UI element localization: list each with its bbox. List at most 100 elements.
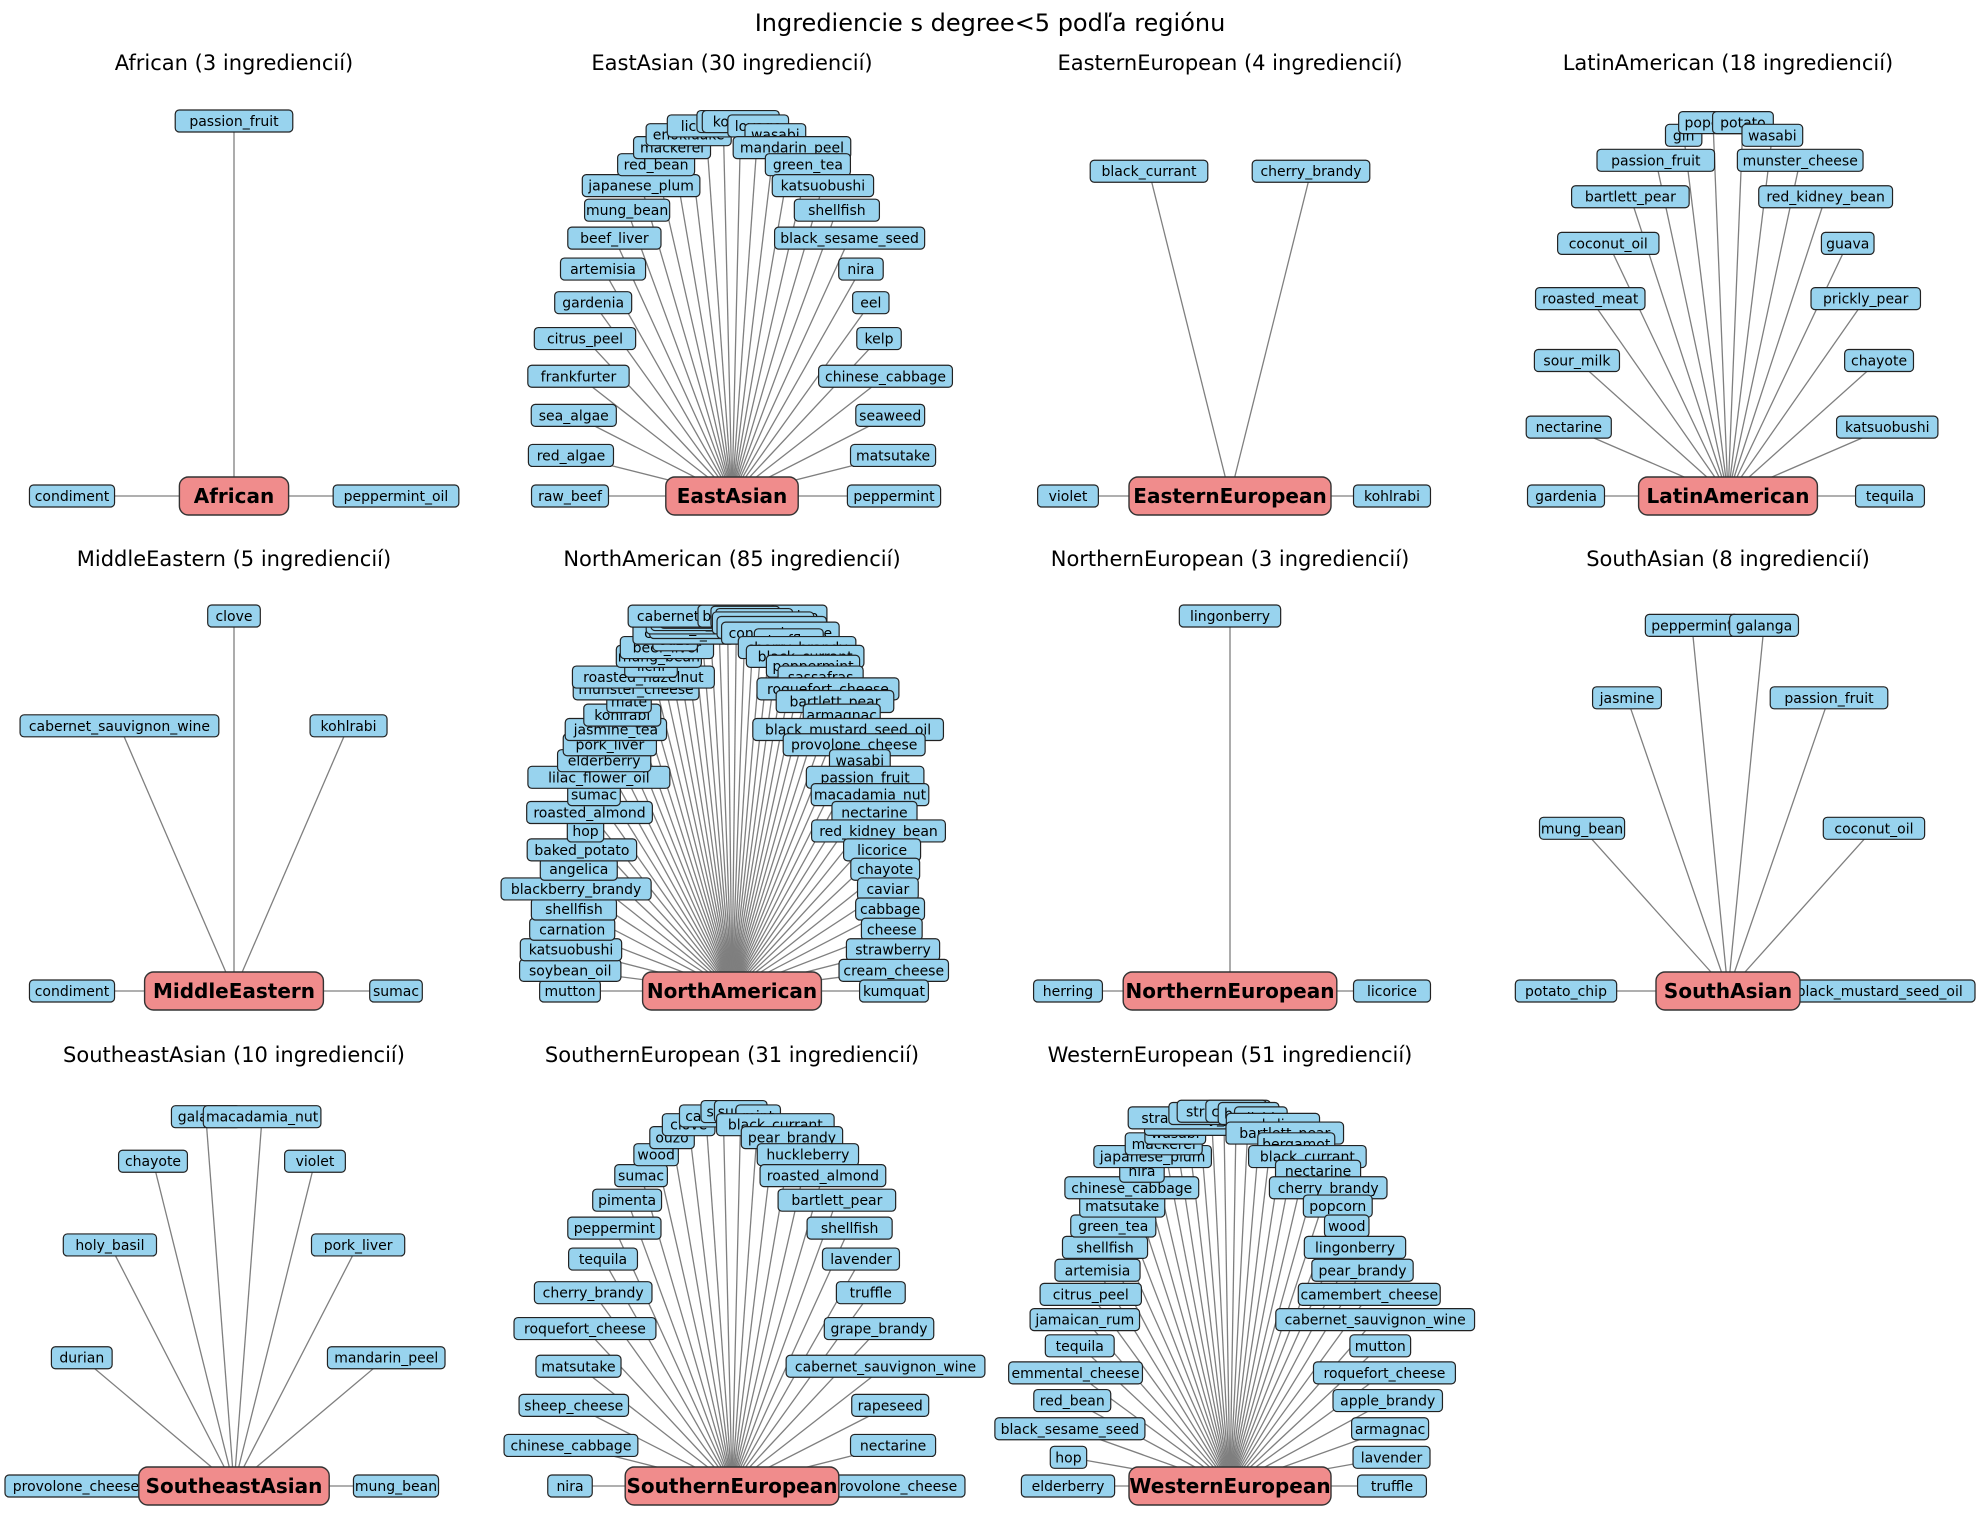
leaf-label: peppermint xyxy=(853,489,935,505)
leaf-label: passion_fruit xyxy=(1611,153,1701,169)
leaf-label: cabernet_sauvignon_wine xyxy=(795,1359,976,1375)
leaf-label: violet xyxy=(1049,489,1088,505)
hub-box xyxy=(665,476,799,516)
leaf-node: cherry_brandy xyxy=(533,1281,653,1305)
leaf-label: lingonberry xyxy=(1190,609,1270,625)
edge xyxy=(1727,298,1867,497)
edge xyxy=(1727,160,1801,497)
leaf-box xyxy=(1312,1361,1457,1385)
leaf-label: provolone_cheese xyxy=(13,1479,139,1495)
leaf-label: cheese xyxy=(867,922,917,938)
leaf-label: shellfish xyxy=(808,203,866,219)
leaf-box xyxy=(513,1316,657,1341)
leaf-box xyxy=(1729,613,1800,638)
edge xyxy=(1229,1269,1364,1487)
leaf-box xyxy=(332,484,460,508)
leaf-label: guava xyxy=(1826,236,1869,252)
panel-westerneuropean: WesternEuropean (51 ingrediencií) elderbe… xyxy=(994,1043,1476,1506)
edge xyxy=(731,134,776,497)
edge xyxy=(722,121,733,497)
leaf-label: huckleberry xyxy=(766,1148,849,1164)
edge xyxy=(1607,243,1729,497)
leaf-label: matsutake xyxy=(856,448,930,464)
leaf-label: nectarine xyxy=(841,806,907,822)
leaf-box xyxy=(567,1216,662,1240)
leaf-label: mung_bean xyxy=(586,203,668,219)
leaf-label: katsuobushi xyxy=(529,943,613,959)
edge xyxy=(233,1161,316,1487)
leaf-node: mutton xyxy=(1349,1334,1412,1358)
leaf-node: shellfish xyxy=(806,1216,893,1240)
leaf-label: pear_brandy xyxy=(1318,1263,1406,1279)
leaf-label: coconut_oil xyxy=(1569,236,1648,252)
leaf-node: sumac xyxy=(567,783,621,807)
leaf-node: katsuobushi xyxy=(771,174,875,198)
panel-title: SouthernEuropean (31 ingrediencií) xyxy=(545,1043,919,1067)
leaf-box xyxy=(823,1316,935,1341)
leaf-box xyxy=(1303,1235,1407,1260)
leaf-node: sumac xyxy=(614,1164,668,1188)
leaf-box xyxy=(527,443,615,468)
leaf-label: cream_cheese xyxy=(843,963,944,979)
leaf-label: roasted_almond xyxy=(533,806,645,822)
leaf-label: seaweed xyxy=(859,408,921,424)
leaf-label: apple_brandy xyxy=(1340,1394,1435,1410)
leaf-label: pimenta xyxy=(598,1193,656,1209)
leaf-box xyxy=(1178,604,1282,628)
edge-group xyxy=(1068,171,1392,497)
leaf-node: cheese xyxy=(860,917,923,941)
leaf-label: wood xyxy=(1328,1219,1365,1235)
panel-southerneuropean: SouthernEuropean (31 ingrediencií) nira ch… xyxy=(503,1043,986,1506)
hub-label: African xyxy=(194,484,275,508)
leaf-box xyxy=(777,1188,897,1212)
leaf-node: wood xyxy=(1323,1214,1370,1238)
leaf-box xyxy=(1332,1388,1444,1413)
leaf-box xyxy=(849,1433,937,1458)
leaf-label: munster_cheese xyxy=(1743,153,1858,169)
leaf-node: prickly_pear xyxy=(1810,286,1922,311)
edge xyxy=(205,1116,235,1487)
leaf-node: gardenia xyxy=(1526,484,1606,508)
leaf-box xyxy=(1591,686,1663,710)
hub-box xyxy=(641,971,823,1011)
leaf-node: black_sesame_seed xyxy=(773,226,926,250)
leaf-node: strawberry xyxy=(845,938,941,962)
leaf-label: coconut_oil xyxy=(1834,821,1913,837)
leaf-node: coconut_oil xyxy=(1557,231,1660,255)
leaf-node: mung_bean xyxy=(352,1474,440,1498)
leaf-node: caviar xyxy=(856,877,919,901)
leaf-box xyxy=(326,1346,446,1370)
leaf-node: huckleberry xyxy=(756,1143,860,1167)
leaf-label: sour_milk xyxy=(1543,354,1611,370)
leaf-label: nectarine xyxy=(860,1438,926,1454)
leaf-node: artemisia xyxy=(559,257,647,281)
leaf-box xyxy=(1514,979,1618,1003)
leaf-node: baked_potato xyxy=(526,838,638,862)
hub-label: MiddleEastern xyxy=(153,979,315,1003)
leaf-label: green_tea xyxy=(773,158,843,174)
hub-node: MiddleEastern xyxy=(143,971,325,1011)
leaf-node: violet xyxy=(1037,484,1099,508)
leaf-label: herring xyxy=(1043,984,1093,1000)
leaf-node: raw_beef xyxy=(530,484,610,508)
leaf-node: passion_fruit xyxy=(174,109,294,133)
leaf-node: citrus_peel xyxy=(1039,1282,1143,1306)
edge xyxy=(1576,360,1729,497)
edge xyxy=(1727,243,1849,497)
leaf-node: mung_bean xyxy=(583,198,671,222)
leaf-node: soybean_oil xyxy=(518,958,622,982)
leaf-node: seaweed xyxy=(855,403,926,427)
leaf-label: mutton xyxy=(545,984,596,1000)
leaf-node: artemisia xyxy=(1054,1258,1141,1282)
leaf-node: tequila xyxy=(1854,484,1926,508)
leaf-label: macadamia_nut xyxy=(206,1110,319,1126)
leaf-label: passion_fruit xyxy=(820,770,910,786)
edge xyxy=(1229,1117,1262,1487)
leaf-label: roquefort_cheese xyxy=(1324,1366,1446,1382)
leaf-node: macadamia_nut xyxy=(202,1105,322,1129)
leaf-box xyxy=(994,1417,1146,1441)
hub-label: SouthernEuropean xyxy=(627,1474,838,1498)
edge-group xyxy=(72,121,396,497)
leaf-label: shellfish xyxy=(545,902,603,918)
leaf-label: nira xyxy=(847,262,874,278)
